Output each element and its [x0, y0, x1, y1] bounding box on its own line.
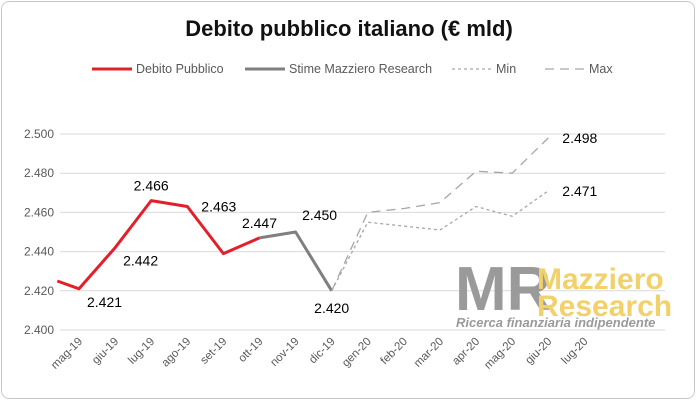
watermark-line2: Research [537, 290, 672, 323]
data-label: 2.466 [134, 178, 169, 194]
y-tick-label: 2.420 [24, 284, 54, 298]
series-line-stime-mazziero-research [259, 230, 333, 292]
x-tick-label: gen-20 [340, 336, 374, 370]
x-tick-label: lug-19 [126, 336, 157, 367]
x-tick-label: set-19 [198, 336, 229, 367]
x-tick-label: apr-20 [450, 336, 482, 368]
x-tick-label: giu-19 [90, 336, 121, 367]
watermark-tagline: Ricerca finanziaria indipendente [456, 315, 655, 330]
data-label: 2.447 [242, 215, 277, 231]
data-label: 2.471 [562, 183, 597, 199]
x-tick-label: dic-19 [307, 336, 338, 367]
chart-title: Debito pubblico italiano (€ mld) [185, 16, 513, 41]
x-tick-label: mag-19 [49, 336, 85, 372]
x-tick-label: giu-20 [523, 336, 554, 367]
y-tick-label: 2.500 [24, 127, 54, 141]
x-tick-label: lug-20 [559, 336, 590, 367]
x-tick-label: feb-20 [378, 336, 410, 368]
x-tick-label: mag-20 [482, 336, 518, 372]
y-tick-label: 2.480 [24, 166, 54, 180]
series-line-min [331, 190, 549, 292]
legend-label: Stime Mazziero Research [289, 62, 432, 76]
data-label: 2.463 [201, 199, 236, 215]
legend-label: Debito Pubblico [136, 62, 224, 76]
x-tick-label: ott-19 [236, 336, 265, 365]
legend-label: Max [589, 62, 613, 76]
data-label: 2.450 [302, 207, 337, 223]
watermark-line1: Mazziero [537, 263, 664, 296]
series-line-debito-pubblico [56, 199, 261, 291]
series-line-max [331, 137, 549, 292]
legend-label: Min [496, 62, 516, 76]
x-tick-label: mar-20 [412, 336, 446, 370]
y-tick-label: 2.440 [24, 245, 54, 259]
data-label: 2.421 [87, 294, 122, 310]
data-label: 2.498 [562, 130, 597, 146]
watermark-monogram: MR [455, 255, 551, 324]
y-tick-label: 2.460 [24, 205, 54, 219]
y-tick-label: 2.400 [24, 323, 54, 337]
data-label: 2.442 [123, 253, 158, 269]
x-tick-label: nov-19 [268, 336, 301, 369]
data-label: 2.420 [314, 300, 349, 316]
x-tick-label: ago-19 [160, 336, 194, 370]
